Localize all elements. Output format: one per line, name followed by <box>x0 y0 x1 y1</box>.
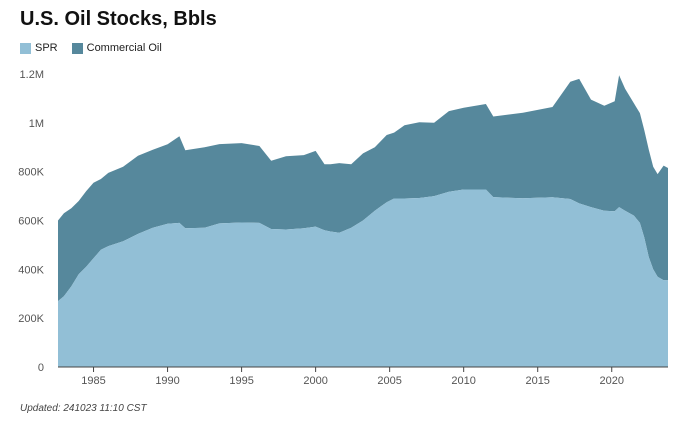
y-tick-label: 1.2M <box>20 69 44 81</box>
x-tick-label: 2010 <box>451 375 475 387</box>
y-tick-label: 200K <box>18 313 44 325</box>
chart-title: U.S. Oil Stocks, Bbls <box>20 8 217 30</box>
x-tick-label: 2015 <box>525 375 549 387</box>
updated-timestamp: Updated: 241023 11:10 CST <box>20 403 147 414</box>
legend-swatch-spr <box>20 42 31 54</box>
legend: SPR Commercial Oil <box>20 42 162 54</box>
x-tick-label: 2020 <box>599 375 623 387</box>
x-tick-label: 2005 <box>377 375 401 387</box>
y-tick-label: 400K <box>18 264 44 276</box>
series-area-spr <box>58 189 668 367</box>
legend-label-spr: SPR <box>35 42 58 54</box>
series-area-commercial <box>58 75 668 302</box>
x-tick-label: 1990 <box>155 375 179 387</box>
y-tick-label: 800K <box>18 167 44 179</box>
x-tick-label: 2000 <box>303 375 327 387</box>
legend-item-commercial[interactable]: Commercial Oil <box>71 42 162 54</box>
y-tick-label: 600K <box>18 216 44 228</box>
legend-label-commercial: Commercial Oil <box>86 42 162 54</box>
x-tick-label: 1985 <box>81 375 105 387</box>
legend-swatch-commercial <box>71 42 83 54</box>
x-tick-label: 1995 <box>229 375 253 387</box>
y-tick-label: 1M <box>29 118 44 130</box>
y-tick-label: 0 <box>38 362 44 374</box>
legend-item-spr[interactable]: SPR <box>20 42 58 54</box>
